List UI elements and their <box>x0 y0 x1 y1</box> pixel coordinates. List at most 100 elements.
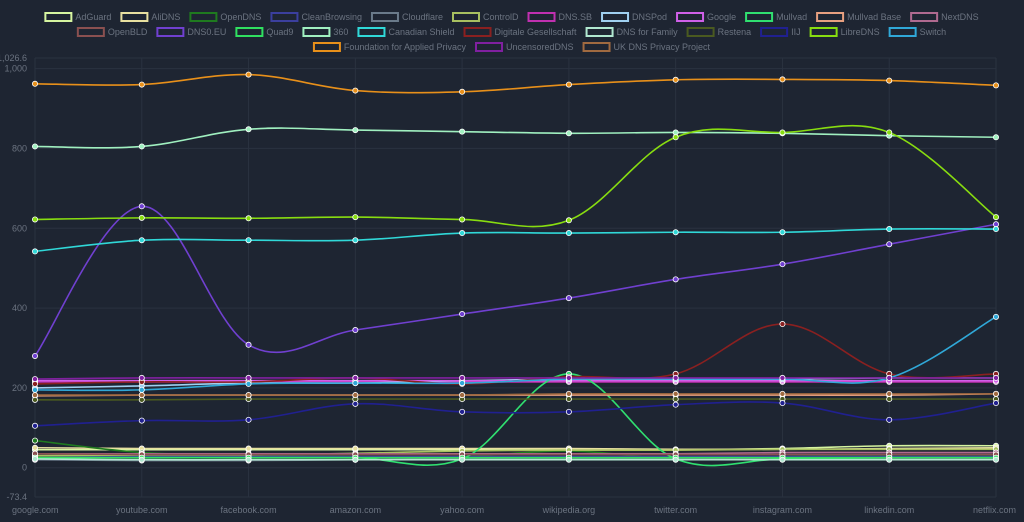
data-point[interactable] <box>459 216 466 223</box>
data-point[interactable] <box>993 313 1000 320</box>
legend-item-dns-for-family[interactable]: DNS for Family <box>585 27 679 37</box>
data-point[interactable] <box>886 226 893 233</box>
data-point[interactable] <box>886 456 893 463</box>
legend-item-google[interactable]: Google <box>676 12 736 22</box>
legend-item-restena[interactable]: Restena <box>686 27 752 37</box>
legend-item-dns-sb[interactable]: DNS.SB <box>527 12 593 22</box>
legend-item-adguard[interactable]: AdGuard <box>44 12 111 22</box>
data-point[interactable] <box>352 237 359 244</box>
data-point[interactable] <box>886 396 893 403</box>
data-point[interactable] <box>138 392 145 399</box>
legend-item-alidns[interactable]: AliDNS <box>120 12 180 22</box>
legend-item-dnspod[interactable]: DNSPod <box>601 12 667 22</box>
data-point[interactable] <box>245 445 252 452</box>
data-point[interactable] <box>993 374 1000 381</box>
data-point[interactable] <box>993 390 1000 397</box>
data-point[interactable] <box>886 77 893 84</box>
data-point[interactable] <box>779 321 786 328</box>
data-point[interactable] <box>245 341 252 348</box>
data-point[interactable] <box>565 295 572 302</box>
data-point[interactable] <box>32 455 39 462</box>
legend-item-dns0-eu[interactable]: DNS0.EU <box>156 27 226 37</box>
data-point[interactable] <box>245 380 252 387</box>
data-point[interactable] <box>565 81 572 88</box>
data-point[interactable] <box>459 374 466 381</box>
data-point[interactable] <box>32 422 39 429</box>
data-point[interactable] <box>565 230 572 237</box>
legend-item-quad9[interactable]: Quad9 <box>235 27 293 37</box>
data-point[interactable] <box>352 400 359 407</box>
data-point[interactable] <box>459 380 466 387</box>
legend-item-canadian-shield[interactable]: Canadian Shield <box>357 27 455 37</box>
data-point[interactable] <box>886 390 893 397</box>
data-point[interactable] <box>672 276 679 283</box>
data-point[interactable] <box>886 129 893 136</box>
data-point[interactable] <box>672 76 679 83</box>
legend-item-mullvad[interactable]: Mullvad <box>745 12 807 22</box>
data-point[interactable] <box>245 237 252 244</box>
data-point[interactable] <box>779 374 786 381</box>
data-point[interactable] <box>459 456 466 463</box>
data-point[interactable] <box>565 396 572 403</box>
legend-item-360[interactable]: 360 <box>302 27 348 37</box>
data-point[interactable] <box>565 408 572 415</box>
data-point[interactable] <box>245 215 252 222</box>
data-point[interactable] <box>138 143 145 150</box>
data-point[interactable] <box>993 82 1000 89</box>
data-point[interactable] <box>672 374 679 381</box>
legend-item-mullvad-base[interactable]: Mullvad Base <box>816 12 901 22</box>
legend-item-digitale-gesellschaft[interactable]: Digitale Gesellschaft <box>463 27 578 37</box>
data-point[interactable] <box>138 214 145 221</box>
data-point[interactable] <box>245 126 252 133</box>
data-point[interactable] <box>672 134 679 141</box>
data-point[interactable] <box>672 390 679 397</box>
data-point[interactable] <box>459 88 466 95</box>
data-point[interactable] <box>138 417 145 424</box>
data-point[interactable] <box>32 444 39 451</box>
data-point[interactable] <box>993 456 1000 463</box>
legend-item-uk-dns-privacy-project[interactable]: UK DNS Privacy Project <box>582 42 711 52</box>
data-point[interactable] <box>138 386 145 393</box>
data-point[interactable] <box>352 380 359 387</box>
data-point[interactable] <box>352 374 359 381</box>
data-point[interactable] <box>565 130 572 137</box>
legend-item-iij[interactable]: IIJ <box>760 27 801 37</box>
data-point[interactable] <box>886 241 893 248</box>
data-point[interactable] <box>32 80 39 87</box>
legend-item-switch[interactable]: Switch <box>888 27 947 37</box>
data-point[interactable] <box>245 392 252 399</box>
data-point[interactable] <box>672 456 679 463</box>
data-point[interactable] <box>138 374 145 381</box>
data-point[interactable] <box>352 127 359 134</box>
data-point[interactable] <box>245 456 252 463</box>
data-point[interactable] <box>32 437 39 444</box>
data-point[interactable] <box>352 456 359 463</box>
data-point[interactable] <box>886 416 893 423</box>
data-point[interactable] <box>32 352 39 359</box>
data-point[interactable] <box>352 87 359 94</box>
data-point[interactable] <box>779 400 786 407</box>
legend-item-uncensoreddns[interactable]: UncensoredDNS <box>475 42 574 52</box>
data-point[interactable] <box>138 237 145 244</box>
data-point[interactable] <box>459 230 466 237</box>
data-point[interactable] <box>352 327 359 334</box>
data-point[interactable] <box>779 456 786 463</box>
data-point[interactable] <box>779 261 786 268</box>
data-point[interactable] <box>993 400 1000 407</box>
data-point[interactable] <box>672 396 679 403</box>
legend-item-cleanbrowsing[interactable]: CleanBrowsing <box>270 12 362 22</box>
data-point[interactable] <box>138 456 145 463</box>
data-point[interactable] <box>565 456 572 463</box>
data-point[interactable] <box>565 217 572 224</box>
data-point[interactable] <box>459 128 466 135</box>
data-point[interactable] <box>565 390 572 397</box>
data-point[interactable] <box>565 374 572 381</box>
legend-item-nextdns[interactable]: NextDNS <box>910 12 979 22</box>
legend-item-foundation-for-applied-privacy[interactable]: Foundation for Applied Privacy <box>312 42 467 52</box>
data-point[interactable] <box>779 390 786 397</box>
data-point[interactable] <box>32 392 39 399</box>
data-point[interactable] <box>993 134 1000 141</box>
data-point[interactable] <box>886 374 893 381</box>
data-point[interactable] <box>245 416 252 423</box>
data-point[interactable] <box>993 226 1000 233</box>
